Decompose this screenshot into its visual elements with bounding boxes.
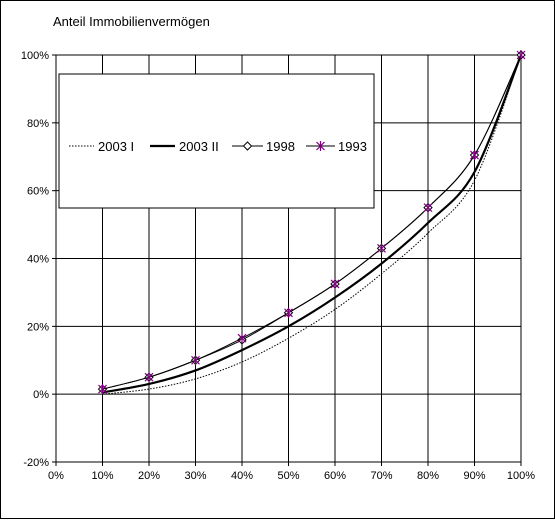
x-tick-label: 40% <box>231 470 253 482</box>
x-tick-label: 0% <box>48 470 64 482</box>
data-point <box>516 50 526 60</box>
legend-label: 1998 <box>266 139 295 154</box>
series-line <box>102 54 522 395</box>
series-group <box>97 50 526 395</box>
y-tick-label: 20% <box>27 321 49 333</box>
x-tick-label: 20% <box>138 470 160 482</box>
y-tick-label: -20% <box>23 457 49 469</box>
y-tick-label: 100% <box>21 50 49 62</box>
x-tick-label: 80% <box>417 470 439 482</box>
series-1993 <box>98 50 526 395</box>
legend-box <box>58 73 375 209</box>
legend-items: 2003 I 2003 II 1998 1993 <box>69 139 367 154</box>
x-tick-label: 50% <box>277 470 299 482</box>
y-tick-label: 0% <box>33 389 49 401</box>
legend-item: 1998 <box>232 139 295 154</box>
data-point <box>377 243 386 254</box>
legend-item: 1993 <box>306 139 367 154</box>
data-point <box>423 202 433 213</box>
x-tick-label: 10% <box>91 470 113 482</box>
legend: 2003 I 2003 II 1998 1993 <box>58 73 375 209</box>
legend-label: 2003 I <box>98 139 134 154</box>
x-tick-label: 100% <box>507 470 535 482</box>
x-tick-label: 70% <box>370 470 392 482</box>
data-point <box>284 307 293 318</box>
data-point <box>191 355 200 366</box>
legend-label: 1993 <box>338 139 367 154</box>
y-tick-label: 40% <box>27 254 49 266</box>
series-line <box>102 54 523 394</box>
legend-label: 2003 II <box>179 139 219 154</box>
legend-item: 2003 II <box>150 139 219 154</box>
legend-marker <box>242 141 253 151</box>
y-tick-label: 60% <box>27 186 49 198</box>
data-point <box>98 384 107 395</box>
x-tick-label: 90% <box>463 470 485 482</box>
data-point <box>470 150 479 161</box>
legend-marker <box>316 141 325 151</box>
y-axis-label: Anteil Immobilienvermögen <box>53 14 210 29</box>
x-tick-label: 30% <box>184 470 206 482</box>
data-point <box>144 372 154 383</box>
data-point <box>330 278 340 289</box>
x-tick-label: 60% <box>324 470 346 482</box>
y-tick-label: 80% <box>27 118 49 130</box>
series-2003-ii <box>102 54 523 394</box>
tick-labels: 0% 10% 20% 30% 40% 50% 60% 70% 80% 90% 100%-20%0%2… <box>21 50 535 482</box>
legend-item: 2003 I <box>69 139 134 154</box>
series-line <box>102 54 522 390</box>
series-2003-i <box>102 54 522 395</box>
data-point <box>237 333 247 344</box>
